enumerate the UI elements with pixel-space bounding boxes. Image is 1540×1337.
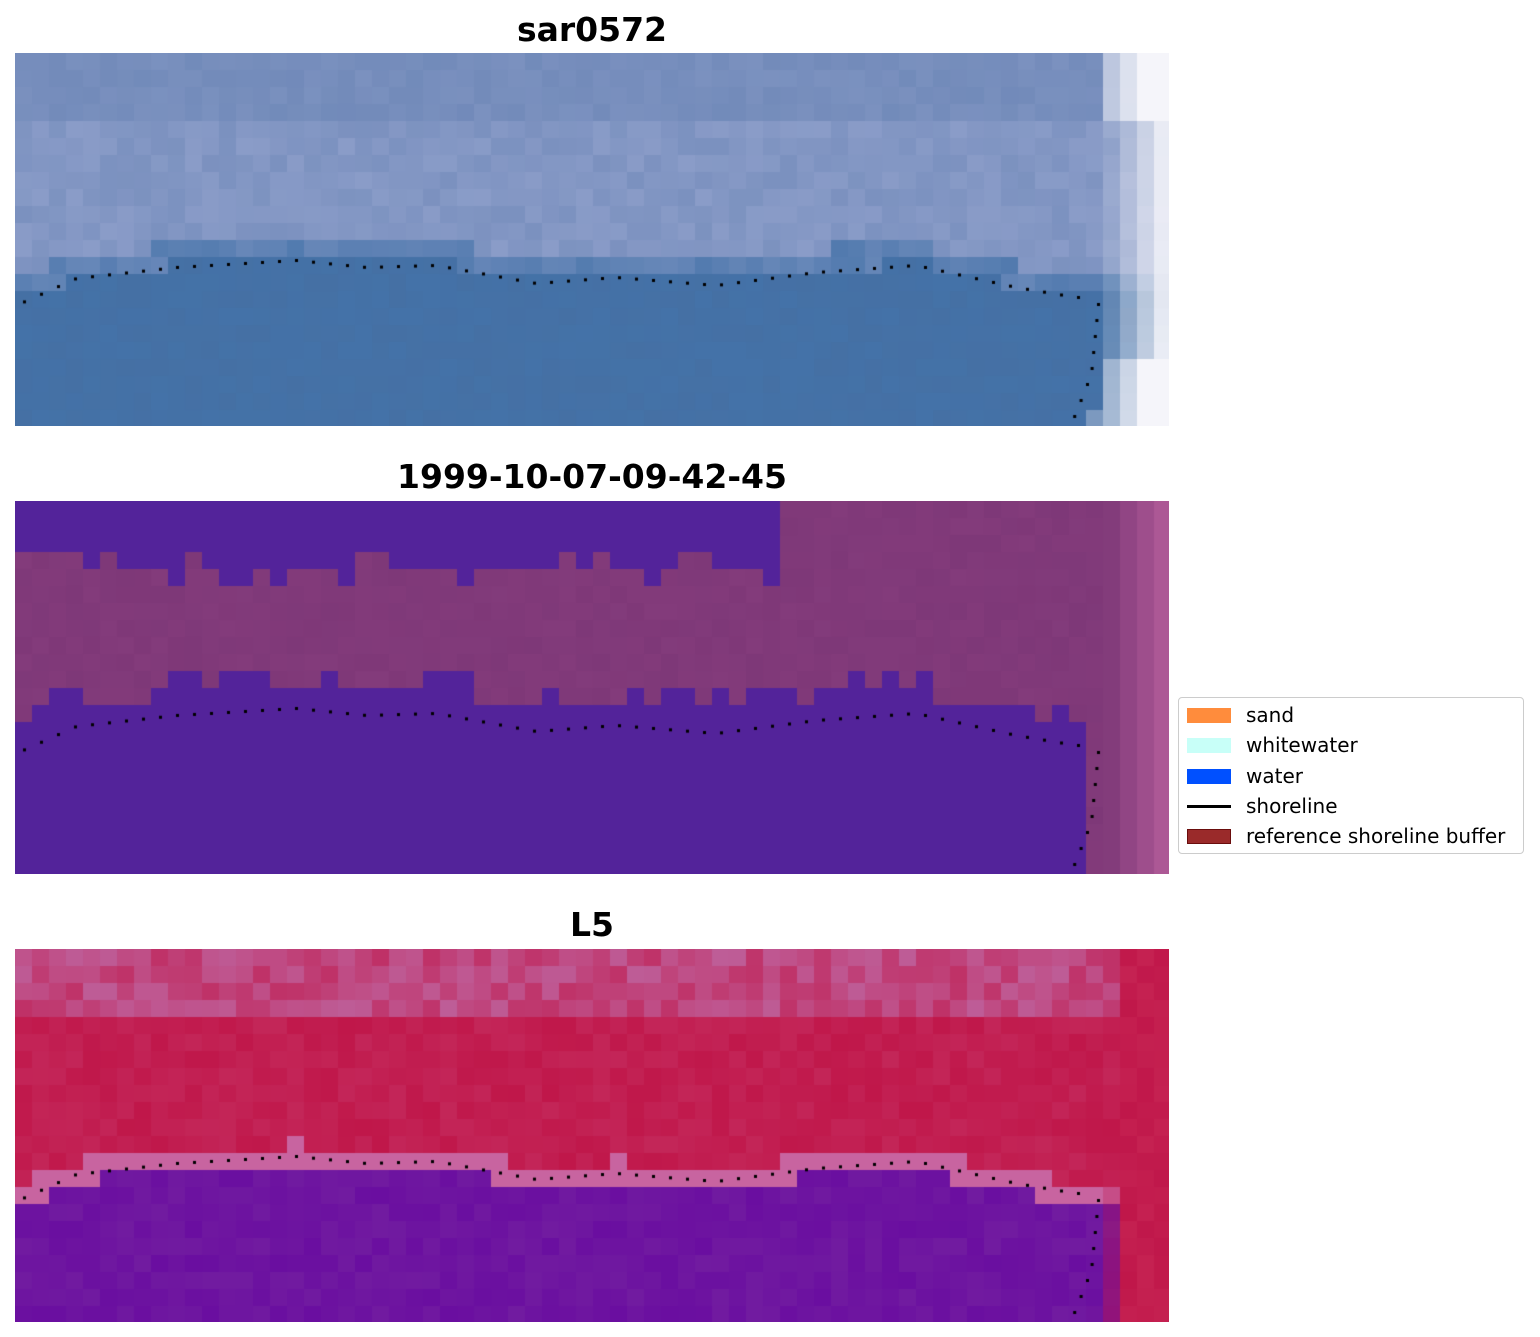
rgb-image-panel — [15, 53, 1169, 426]
panel-title-classification: 1999-10-07-09-42-45 — [397, 457, 787, 496]
legend-label-sand: sand — [1246, 703, 1295, 727]
reference-buffer-swatch-icon — [1187, 829, 1231, 844]
legend-item-shoreline: shoreline — [1179, 791, 1523, 821]
panel-title-index: L5 — [570, 905, 614, 944]
classification-image-panel — [15, 501, 1169, 874]
legend-item-reference-buffer: reference shoreline buffer — [1179, 821, 1523, 851]
legend-item-sand: sand — [1179, 700, 1523, 730]
panel-title-rgb: sar0572 — [516, 10, 668, 49]
shoreline-line-icon — [1187, 805, 1231, 808]
legend-item-whitewater: whitewater — [1179, 730, 1523, 760]
legend-label-whitewater: whitewater — [1246, 733, 1358, 757]
legend: sand whitewater water shoreline referenc… — [1178, 697, 1524, 854]
legend-label-shoreline: shoreline — [1246, 794, 1338, 818]
sand-swatch-icon — [1187, 708, 1231, 723]
whitewater-swatch-icon — [1187, 738, 1231, 753]
index-image-panel — [15, 949, 1169, 1322]
legend-label-reference-buffer: reference shoreline buffer — [1246, 824, 1506, 848]
water-swatch-icon — [1187, 769, 1231, 784]
legend-item-water: water — [1179, 761, 1523, 791]
legend-label-water: water — [1246, 764, 1303, 788]
